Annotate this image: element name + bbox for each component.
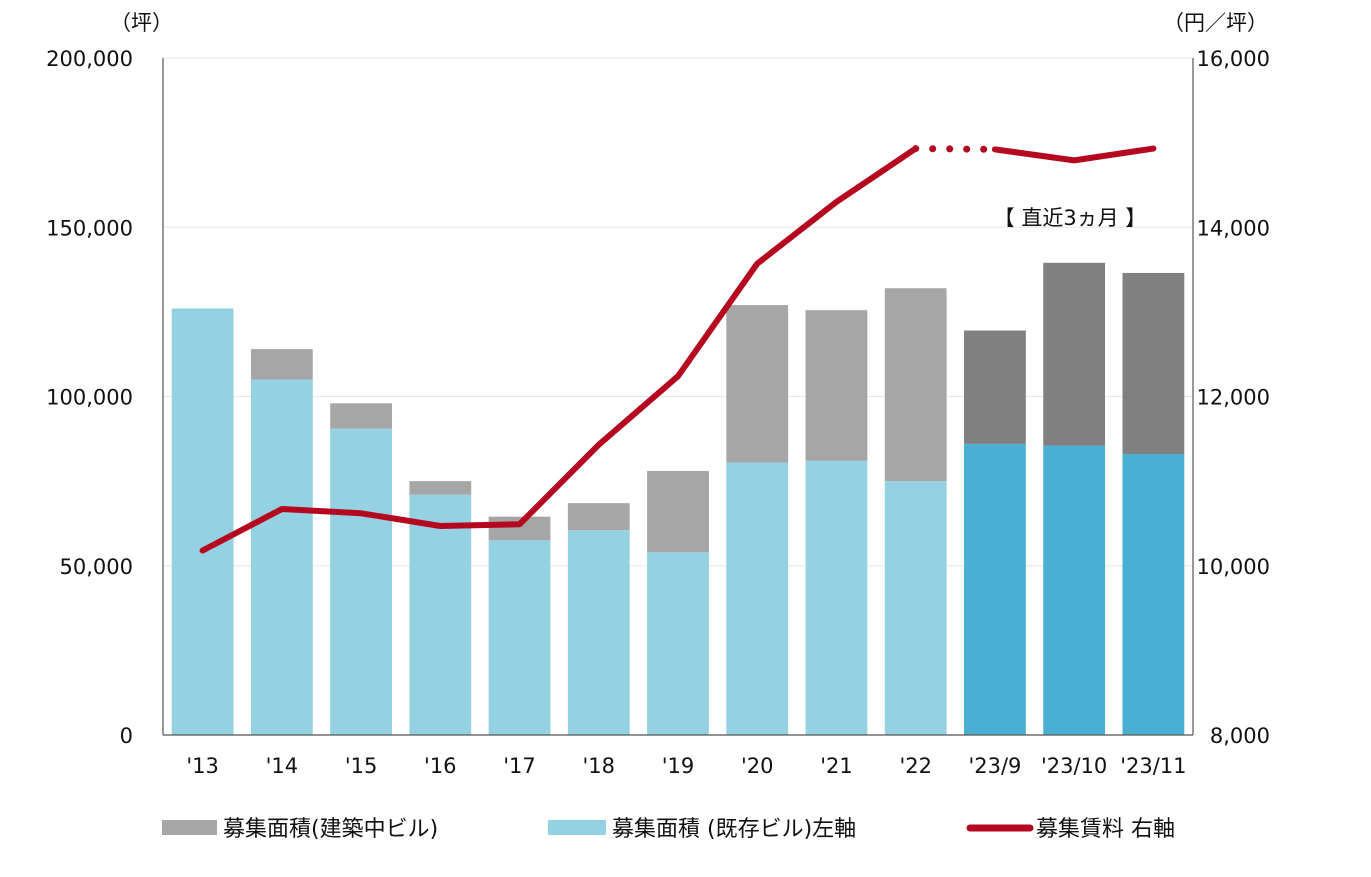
rent-line-historic <box>199 145 919 554</box>
bar-construction <box>250 349 313 380</box>
rent-line-dotted-connector <box>912 145 999 153</box>
x-tick-label: '23/11 <box>1120 754 1186 778</box>
right-tick-label: 8,000 <box>1210 724 1270 748</box>
bar-existing <box>250 379 313 735</box>
bar-construction <box>330 403 392 429</box>
bar-construction <box>1043 262 1106 446</box>
bar-existing <box>647 552 709 735</box>
left-tick-label: 200,000 <box>46 47 133 71</box>
x-tick-label: '19 <box>662 754 695 778</box>
bar-existing <box>488 540 551 735</box>
bar-construction <box>647 470 709 553</box>
x-tick-label: '18 <box>583 754 616 778</box>
x-tick-label: '22 <box>899 754 932 778</box>
bar-construction <box>884 288 947 482</box>
right-tick-label: 12,000 <box>1197 386 1270 410</box>
axes <box>162 58 1194 736</box>
bar-existing <box>1122 454 1185 735</box>
bar-existing <box>884 481 947 735</box>
x-tick-label: '15 <box>345 754 378 778</box>
x-tick-label: '21 <box>820 754 853 778</box>
x-tick-label: '17 <box>503 754 536 778</box>
right-tick-label: 16,000 <box>1197 47 1270 71</box>
bar-existing <box>567 530 630 735</box>
legend-label: 募集賃料 右軸 <box>1036 817 1175 842</box>
bar-construction <box>567 503 630 531</box>
left-tick-label: 100,000 <box>46 386 133 410</box>
bars <box>171 262 1185 735</box>
x-tick-label: '23/9 <box>968 754 1021 778</box>
bar-construction <box>964 330 1026 444</box>
bar-existing <box>330 428 392 735</box>
bar-construction <box>805 310 868 461</box>
bar-construction <box>409 481 472 495</box>
axis-labels: 0 50,000 100,000 150,000 200,000 8,000 10,000 1… <box>46 47 1270 778</box>
right-tick-label: 14,000 <box>1197 216 1270 240</box>
bar-existing <box>171 308 234 735</box>
rent-line-recent <box>991 145 1157 164</box>
bar-construction <box>1122 272 1185 455</box>
x-tick-label: '14 <box>266 754 299 778</box>
bar-existing <box>409 494 472 735</box>
right-tick-label: 10,000 <box>1197 555 1270 579</box>
bar-existing <box>805 460 868 735</box>
legend-swatch <box>548 820 606 835</box>
x-tick-label: '16 <box>424 754 457 778</box>
right-axis-unit-label: （円／坪） <box>1163 11 1268 35</box>
bar-existing <box>726 462 789 735</box>
rent-line <box>199 145 1157 554</box>
bar-existing <box>964 443 1026 735</box>
left-tick-label: 50,000 <box>60 555 133 579</box>
recent-annotation: 【 直近3ヵ月 】 <box>994 206 1147 230</box>
left-tick-label: 150,000 <box>46 216 133 240</box>
left-axis-unit-label: （坪） <box>110 11 173 35</box>
x-tick-label: '20 <box>741 754 774 778</box>
left-tick-label: 0 <box>120 724 133 748</box>
x-tick-label: '13 <box>186 754 219 778</box>
bar-existing <box>1043 445 1106 735</box>
legend-label: 募集面積(建築中ビル) <box>223 817 438 842</box>
legend-label: 募集面積 (既存ビル)左軸 <box>612 817 856 842</box>
x-tick-label: '23/10 <box>1041 754 1107 778</box>
legend-swatch <box>162 820 217 835</box>
bar-construction <box>726 305 789 463</box>
legend: 募集面積(建築中ビル) 募集面積 (既存ビル)左軸 募集賃料 右軸 <box>162 817 1175 842</box>
